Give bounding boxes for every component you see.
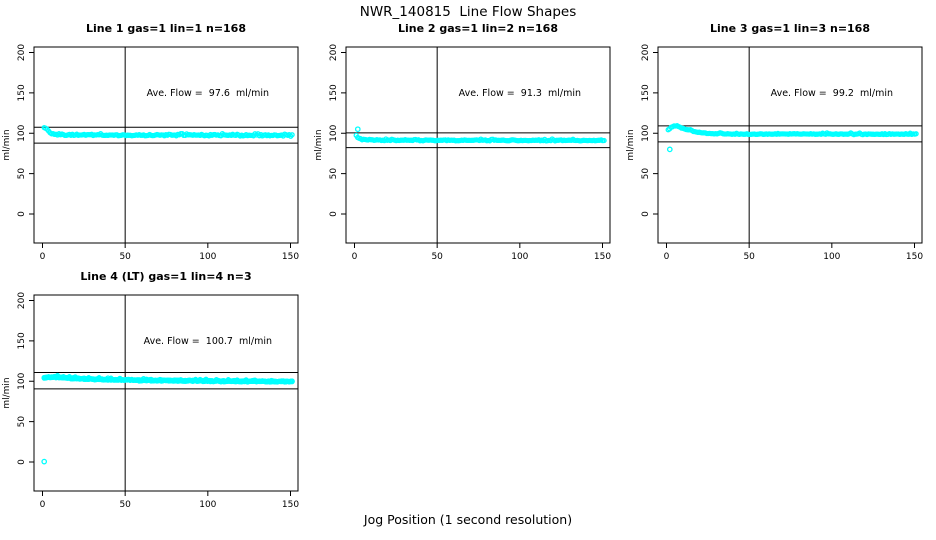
panel-line-4: Line 4 (LT) gas=1 lin=4 n=3 0 50 100 150 0 50… (0, 268, 312, 518)
plot-box (345, 46, 611, 244)
y-axis-label: ml/min (2, 129, 12, 160)
svg-text:100: 100 (17, 372, 27, 389)
panel-title: Line 4 (LT) gas=1 lin=4 n=3 (80, 270, 252, 283)
svg-text:0: 0 (352, 252, 358, 262)
svg-text:200: 200 (641, 44, 651, 61)
plot-box (33, 46, 299, 244)
svg-text:150: 150 (594, 252, 611, 262)
svg-text:0: 0 (17, 459, 27, 465)
axis-tick-labels: 0 50 100 150 0 50 100 150 200 (17, 44, 299, 262)
plot-line-3: 0 50 100 150 0 50 100 150 200 ml/min Ave. Flow = 9… (626, 44, 923, 262)
axis-ticks (29, 52, 291, 248)
axis-tick-labels: 0 50 100 150 0 50 100 150 200 (329, 44, 611, 262)
svg-text:150: 150 (282, 500, 299, 510)
axis-ticks (341, 52, 603, 248)
svg-text:0: 0 (40, 500, 46, 510)
svg-text:100: 100 (823, 252, 840, 262)
panel-title: Line 2 gas=1 lin=2 n=168 (397, 22, 558, 35)
svg-text:50: 50 (743, 252, 755, 262)
svg-text:150: 150 (282, 252, 299, 262)
plot-line-1: 0 50 100 150 0 50 100 150 200 ml/min Ave. Flow = 9… (2, 44, 299, 262)
data-points (41, 124, 295, 139)
panel-title: Line 1 gas=1 lin=1 n=168 (85, 22, 246, 35)
svg-text:150: 150 (17, 84, 27, 101)
svg-text:200: 200 (329, 44, 339, 61)
svg-text:50: 50 (641, 168, 651, 180)
svg-text:100: 100 (17, 124, 27, 141)
ave-flow-label: Ave. Flow = 91.3 ml/min (459, 88, 581, 99)
panel-title: Line 3 gas=1 lin=3 n=168 (709, 22, 870, 35)
svg-text:0: 0 (17, 211, 27, 217)
panel-line-1: Line 1 gas=1 lin=1 n=168 0 50 100 150 0 50 100… (0, 20, 312, 270)
svg-text:100: 100 (329, 124, 339, 141)
svg-text:0: 0 (664, 252, 670, 262)
svg-text:50: 50 (119, 500, 131, 510)
reference-lines (34, 295, 298, 491)
data-points (665, 123, 919, 153)
axis-tick-labels: 0 50 100 150 0 50 100 150 200 (17, 292, 299, 510)
svg-text:100: 100 (641, 124, 651, 141)
svg-text:50: 50 (119, 252, 131, 262)
panel-line-3: Line 3 gas=1 lin=3 n=168 0 50 100 150 0 50 100… (624, 20, 936, 270)
svg-text:100: 100 (199, 252, 216, 262)
svg-text:0: 0 (641, 211, 651, 217)
panel-line-2: Line 2 gas=1 lin=2 n=168 0 50 100 150 0 50 100… (312, 20, 624, 270)
svg-text:150: 150 (329, 84, 339, 101)
outlier-point (354, 126, 361, 133)
plot-box (33, 294, 299, 492)
reference-lines (34, 47, 298, 243)
plot-line-2: 0 50 100 150 0 50 100 150 200 ml/min Ave. Flow = 9… (314, 44, 611, 262)
svg-text:0: 0 (40, 252, 46, 262)
svg-text:100: 100 (199, 500, 216, 510)
plot-box (657, 46, 923, 244)
outlier-point (666, 146, 673, 153)
svg-text:150: 150 (17, 332, 27, 349)
svg-text:200: 200 (17, 292, 27, 309)
svg-text:150: 150 (641, 84, 651, 101)
svg-text:50: 50 (431, 252, 443, 262)
svg-text:50: 50 (329, 168, 339, 180)
svg-text:50: 50 (17, 168, 27, 180)
reference-lines (658, 47, 922, 243)
svg-text:100: 100 (511, 252, 528, 262)
ave-flow-label: Ave. Flow = 100.7 ml/min (144, 336, 272, 347)
svg-text:50: 50 (17, 416, 27, 428)
axis-ticks (29, 300, 291, 496)
data-points (353, 126, 607, 144)
y-axis-label: ml/min (626, 129, 636, 160)
y-axis-label: ml/min (2, 377, 12, 408)
ave-flow-label: Ave. Flow = 97.6 ml/min (147, 88, 269, 99)
figure-title: NWR_140815 Line Flow Shapes (359, 4, 577, 20)
axis-tick-labels: 0 50 100 150 0 50 100 150 200 (641, 44, 923, 262)
x-axis-label: Jog Position (1 second resolution) (363, 512, 573, 527)
outlier-point (41, 458, 48, 465)
plot-line-4: 0 50 100 150 0 50 100 150 200 ml/min Ave. Flow = 1… (2, 292, 299, 510)
reference-lines (346, 47, 610, 243)
svg-text:150: 150 (906, 252, 923, 262)
svg-text:200: 200 (17, 44, 27, 61)
ave-flow-label: Ave. Flow = 99.2 ml/min (771, 88, 893, 99)
data-points (41, 372, 295, 465)
svg-text:0: 0 (329, 211, 339, 217)
y-axis-label: ml/min (314, 129, 324, 160)
axis-ticks (653, 52, 915, 248)
